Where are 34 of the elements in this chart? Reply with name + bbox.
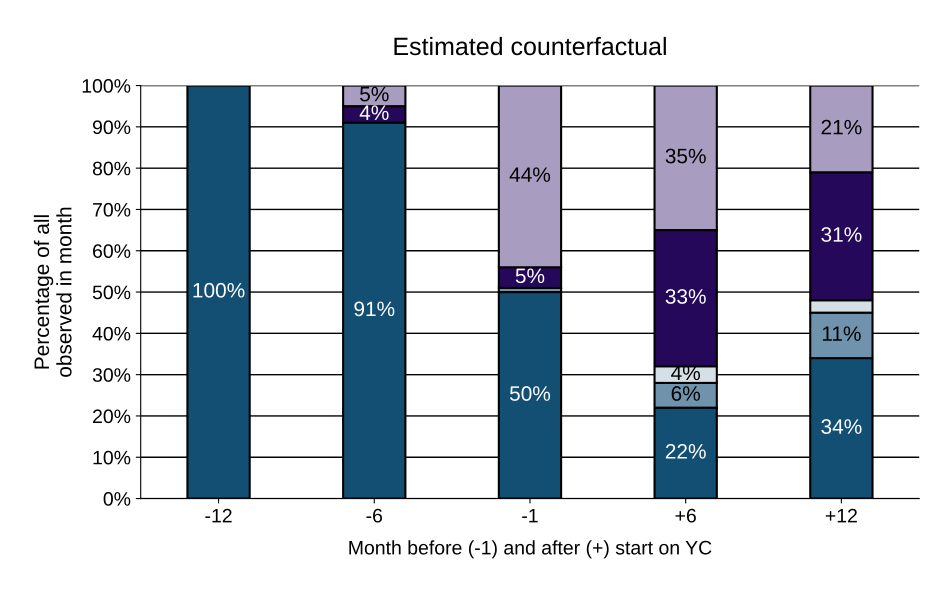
data-label: 21%	[822, 120, 862, 134]
x-tick-label: -12	[205, 508, 232, 522]
data-label: 44%	[510, 167, 550, 182]
data-label: 35%	[666, 148, 706, 164]
data-label: 6%	[672, 386, 700, 401]
chart-title: Estimated counterfactual	[394, 36, 666, 56]
y-tick-label: 90%	[92, 120, 130, 134]
y-tick-label: 30%	[92, 368, 130, 382]
data-label: 4%	[360, 105, 389, 120]
data-label: 34%	[821, 419, 862, 434]
data-label: 100%	[194, 282, 244, 298]
data-label: 11%	[822, 326, 861, 341]
data-label: 31%	[821, 227, 862, 242]
data-label: 22%	[666, 444, 706, 459]
x-tick-label: -1	[522, 508, 538, 522]
x-tick-label: +12	[826, 508, 857, 522]
y-tick-label: 50%	[92, 286, 130, 300]
y-tick-label: 80%	[92, 162, 130, 176]
data-label: 91%	[354, 301, 394, 316]
data-label: 50%	[510, 386, 550, 401]
x-tick-label: -6	[366, 508, 382, 523]
y-tick-label: 0%	[104, 492, 130, 506]
y-tick-label: 40%	[92, 326, 130, 341]
x-tick-label: +6	[676, 508, 696, 523]
y-tick-label: 10%	[94, 450, 130, 464]
data-label: 5%	[516, 268, 544, 284]
data-label: 5%	[360, 86, 389, 102]
y-tick-label: 60%	[93, 244, 130, 258]
y-axis-title: Percentage of all observed in month	[34, 208, 72, 377]
y-tick-label: 100%	[82, 79, 130, 93]
y-tick-label: 20%	[93, 409, 130, 424]
x-axis-title: Month before (-1) and after (+) start on YC	[349, 540, 712, 558]
data-label: 33%	[666, 289, 706, 304]
y-tick-label: 70%	[93, 202, 130, 217]
